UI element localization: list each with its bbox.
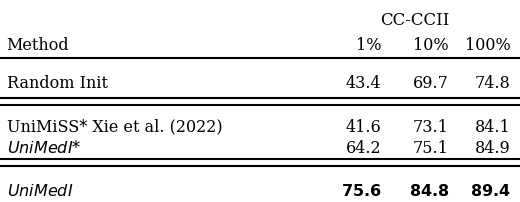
Text: Method: Method	[7, 37, 69, 54]
Text: 75.1: 75.1	[413, 140, 449, 157]
Text: $\mathbf{89.4}$: $\mathbf{89.4}$	[470, 183, 511, 200]
Text: 43.4: 43.4	[346, 75, 382, 93]
Text: $\mathit{UniMedI}$*: $\mathit{UniMedI}$*	[7, 140, 81, 157]
Text: UniMiSS* Xie et al. (2022): UniMiSS* Xie et al. (2022)	[7, 119, 222, 136]
Text: 69.7: 69.7	[413, 75, 449, 93]
Text: 1%: 1%	[356, 37, 382, 54]
Text: $\mathbf{\mathit{UniMedI}}$: $\mathbf{\mathit{UniMedI}}$	[7, 183, 73, 200]
Text: $\mathbf{84.8}$: $\mathbf{84.8}$	[409, 183, 449, 200]
Text: 84.1: 84.1	[475, 119, 511, 136]
Text: 74.8: 74.8	[475, 75, 511, 93]
Text: 73.1: 73.1	[413, 119, 449, 136]
Text: CC-CCII: CC-CCII	[381, 12, 450, 29]
Text: 10%: 10%	[413, 37, 449, 54]
Text: 84.9: 84.9	[475, 140, 511, 157]
Text: 100%: 100%	[465, 37, 511, 54]
Text: Random Init: Random Init	[7, 75, 108, 93]
Text: 64.2: 64.2	[346, 140, 382, 157]
Text: $\mathbf{75.6}$: $\mathbf{75.6}$	[341, 183, 382, 200]
Text: 41.6: 41.6	[346, 119, 382, 136]
